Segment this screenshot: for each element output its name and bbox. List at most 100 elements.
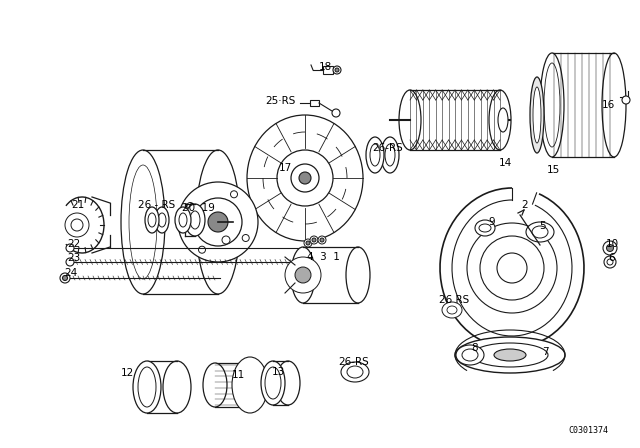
Ellipse shape: [133, 361, 161, 413]
Ellipse shape: [138, 367, 156, 407]
Circle shape: [222, 236, 230, 244]
Ellipse shape: [399, 90, 421, 150]
Text: 4  3  1: 4 3 1: [307, 252, 339, 262]
Ellipse shape: [455, 337, 565, 373]
Ellipse shape: [203, 363, 227, 407]
Ellipse shape: [602, 53, 626, 157]
Ellipse shape: [341, 362, 369, 382]
Ellipse shape: [544, 63, 560, 147]
Ellipse shape: [540, 53, 564, 157]
Circle shape: [291, 164, 319, 192]
Circle shape: [467, 223, 557, 313]
Circle shape: [299, 172, 311, 184]
Circle shape: [480, 236, 544, 300]
Ellipse shape: [347, 366, 363, 378]
Ellipse shape: [196, 150, 240, 294]
Text: 20  19: 20 19: [182, 203, 214, 213]
Circle shape: [320, 238, 324, 242]
Ellipse shape: [346, 247, 370, 303]
Circle shape: [332, 109, 340, 117]
Ellipse shape: [456, 345, 484, 365]
Circle shape: [65, 213, 89, 237]
Circle shape: [310, 236, 318, 244]
Ellipse shape: [175, 207, 191, 233]
Ellipse shape: [155, 207, 169, 233]
Ellipse shape: [145, 207, 159, 233]
Text: 26 - RS: 26 - RS: [138, 200, 175, 210]
Ellipse shape: [148, 213, 156, 227]
Ellipse shape: [265, 367, 281, 399]
Circle shape: [285, 257, 321, 293]
Ellipse shape: [475, 220, 495, 236]
Circle shape: [306, 241, 310, 245]
Ellipse shape: [442, 302, 462, 318]
Ellipse shape: [489, 90, 511, 150]
Text: 26-RS: 26-RS: [339, 357, 369, 367]
Circle shape: [497, 253, 527, 283]
Ellipse shape: [462, 349, 478, 361]
Ellipse shape: [238, 363, 262, 407]
Circle shape: [295, 267, 311, 283]
Ellipse shape: [261, 361, 285, 405]
Text: 2: 2: [522, 200, 528, 210]
Text: 26 RS: 26 RS: [439, 295, 469, 305]
Ellipse shape: [479, 224, 491, 232]
Ellipse shape: [498, 108, 508, 132]
Circle shape: [335, 68, 339, 72]
Text: C0301374: C0301374: [568, 426, 608, 435]
Circle shape: [194, 198, 242, 246]
Text: 12: 12: [120, 368, 134, 378]
Circle shape: [60, 273, 70, 283]
Circle shape: [312, 238, 316, 242]
Text: 9: 9: [489, 217, 495, 227]
Text: 10: 10: [605, 239, 619, 249]
Ellipse shape: [158, 213, 166, 227]
Circle shape: [198, 246, 205, 253]
Bar: [323, 66, 333, 74]
Ellipse shape: [247, 115, 363, 241]
Circle shape: [230, 191, 237, 198]
Ellipse shape: [381, 137, 399, 173]
Ellipse shape: [532, 226, 548, 238]
Circle shape: [622, 96, 630, 104]
Text: 5: 5: [539, 221, 545, 231]
Text: 8: 8: [472, 343, 478, 353]
Ellipse shape: [494, 349, 526, 361]
Ellipse shape: [370, 144, 380, 166]
Ellipse shape: [385, 144, 395, 166]
Ellipse shape: [526, 222, 554, 242]
Circle shape: [242, 234, 249, 241]
Circle shape: [607, 245, 614, 251]
Circle shape: [63, 276, 67, 280]
Ellipse shape: [472, 343, 548, 367]
Ellipse shape: [366, 137, 384, 173]
Text: 14: 14: [499, 158, 511, 168]
Ellipse shape: [121, 150, 165, 294]
Ellipse shape: [232, 357, 268, 413]
Text: 23: 23: [67, 253, 80, 263]
Ellipse shape: [179, 213, 187, 227]
Ellipse shape: [190, 211, 200, 229]
Text: 16: 16: [602, 100, 614, 110]
Text: 25·RS: 25·RS: [265, 96, 295, 106]
Text: 11: 11: [232, 370, 244, 380]
Ellipse shape: [533, 87, 541, 143]
Circle shape: [604, 256, 616, 268]
Text: 7: 7: [541, 347, 548, 357]
Ellipse shape: [276, 361, 300, 405]
Ellipse shape: [447, 306, 457, 314]
Circle shape: [603, 241, 617, 255]
Circle shape: [607, 259, 613, 265]
Text: 24: 24: [64, 268, 77, 278]
Ellipse shape: [163, 361, 191, 413]
Text: 26-RS: 26-RS: [372, 143, 403, 153]
Ellipse shape: [530, 77, 544, 153]
Circle shape: [208, 212, 228, 232]
Text: 6: 6: [609, 253, 615, 263]
Circle shape: [277, 150, 333, 206]
Text: 18: 18: [318, 62, 332, 72]
Circle shape: [71, 219, 83, 231]
Text: 15: 15: [547, 165, 559, 175]
Ellipse shape: [185, 204, 205, 236]
Circle shape: [187, 202, 194, 210]
